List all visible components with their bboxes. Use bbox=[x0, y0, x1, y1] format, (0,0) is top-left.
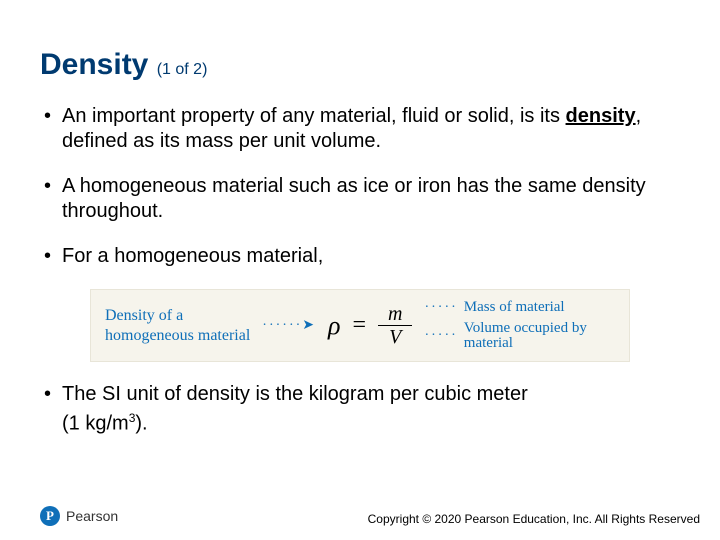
fraction: m V bbox=[378, 303, 412, 348]
symbol-rho: ρ bbox=[328, 311, 340, 341]
title-main: Density bbox=[40, 48, 148, 81]
footer: P Pearson Copyright © 2020 Pearson Educa… bbox=[40, 506, 700, 526]
slide-title: Density (1 of 2) bbox=[40, 48, 680, 82]
bullet-list: An important property of any material, f… bbox=[40, 104, 680, 269]
fraction-denominator: V bbox=[379, 326, 411, 348]
bullet-4: The SI unit of density is the kilogram p… bbox=[40, 382, 680, 437]
bullet-list-2: The SI unit of density is the kilogram p… bbox=[40, 382, 680, 437]
equation-right-labels: ····· Mass of material ····· Volume occu… bbox=[424, 300, 615, 351]
equation-box: Density of a homogeneous material ······… bbox=[90, 289, 630, 362]
equals-sign: = bbox=[346, 312, 372, 339]
slide: Density (1 of 2) An important property o… bbox=[0, 0, 720, 540]
title-count: (1 of 2) bbox=[157, 61, 208, 78]
si-close: ). bbox=[135, 413, 147, 435]
equation-core: ρ = m V bbox=[328, 303, 412, 348]
annotation-mass-text: Mass of material bbox=[464, 300, 565, 315]
bullet-3: For a homogeneous material, bbox=[40, 244, 680, 269]
publisher-logo: P Pearson bbox=[40, 506, 118, 526]
fraction-numerator: m bbox=[378, 303, 412, 326]
copyright-text: Copyright © 2020 Pearson Education, Inc.… bbox=[368, 512, 700, 526]
leader-dots-bottom: ····· bbox=[424, 329, 457, 343]
pearson-p-icon: P bbox=[40, 506, 60, 526]
leader-dots-top: ····· bbox=[424, 301, 457, 315]
annotation-volume-text: Volume occupied by material bbox=[464, 321, 615, 351]
bullet-1: An important property of any material, f… bbox=[40, 104, 680, 154]
bullet-4-text: The SI unit of density is the kilogram p… bbox=[62, 383, 528, 405]
leader-dots-left: ······➤ bbox=[262, 317, 316, 334]
bullet-1-term: density bbox=[566, 105, 636, 127]
annotation-volume: ····· Volume occupied by material bbox=[424, 321, 615, 351]
eq-left-line2: homogeneous material bbox=[105, 327, 250, 344]
eq-left-line1: Density of a bbox=[105, 307, 183, 324]
equation-left-label: Density of a homogeneous material bbox=[105, 306, 250, 344]
annotation-mass: ····· Mass of material bbox=[424, 300, 615, 315]
si-open: (1 kg/m bbox=[62, 413, 129, 435]
bullet-1-text-a: An important property of any material, f… bbox=[62, 105, 566, 127]
si-unit: (1 kg/m3). bbox=[62, 411, 680, 437]
bullet-2: A homogeneous material such as ice or ir… bbox=[40, 174, 680, 224]
publisher-name: Pearson bbox=[66, 508, 118, 524]
